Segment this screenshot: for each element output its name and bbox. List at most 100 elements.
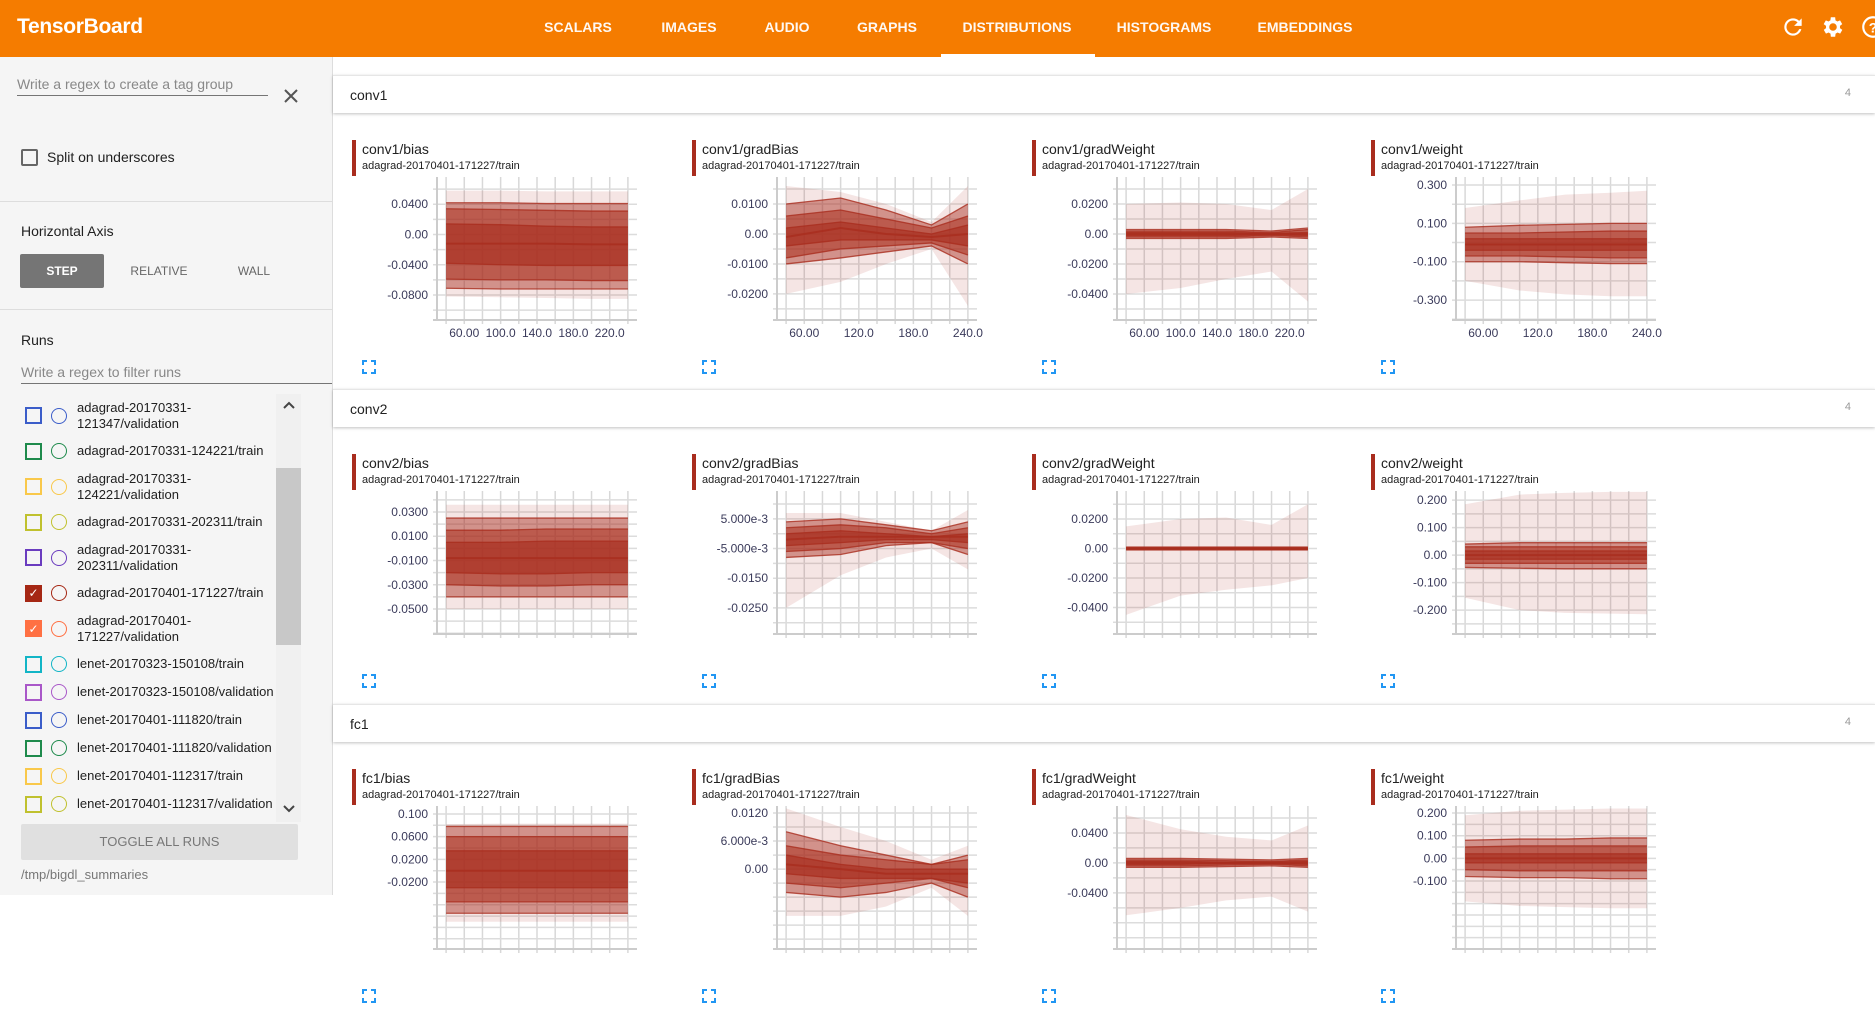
split-underscores-checkbox[interactable] — [21, 149, 38, 166]
x-tick-label: 240.0 — [1632, 326, 1662, 340]
run-checkbox[interactable] — [25, 443, 42, 460]
x-tick-label: 100.0 — [486, 326, 516, 340]
run-label: adagrad-20170401-171227/train — [77, 585, 276, 601]
run-item[interactable]: lenet-20170323-150108/validation — [0, 678, 276, 706]
run-radio[interactable] — [51, 621, 67, 637]
tab-embeddings[interactable]: EMBEDDINGS — [1258, 19, 1353, 35]
y-tick-label: 0.100 — [1417, 829, 1447, 843]
expand-icon[interactable] — [362, 989, 376, 1003]
tab-distributions[interactable]: DISTRIBUTIONS — [963, 19, 1072, 35]
expand-icon[interactable] — [1381, 674, 1395, 688]
run-checkbox[interactable] — [25, 407, 42, 424]
y-tick-label: -0.0400 — [1067, 287, 1108, 301]
run-radio[interactable] — [51, 712, 67, 728]
run-checkbox[interactable] — [25, 549, 42, 566]
section-title: fc1 — [350, 716, 369, 732]
settings-icon[interactable] — [1820, 14, 1846, 40]
run-checkbox[interactable] — [25, 768, 42, 785]
run-item[interactable]: lenet-20170401-112317/validation — [0, 790, 276, 818]
run-checkbox[interactable]: ✓ — [25, 620, 42, 637]
tag-group-regex-input[interactable]: Write a regex to create a tag group — [17, 76, 268, 96]
run-radio[interactable] — [51, 768, 67, 784]
expand-icon[interactable] — [1381, 989, 1395, 1003]
distribution-card: fc1/weight adagrad-20170401-171227/train… — [1371, 769, 1701, 1009]
expand-icon[interactable] — [1042, 360, 1056, 374]
y-tick-label: -0.200 — [1413, 603, 1447, 617]
y-tick-label: 0.00 — [1085, 227, 1109, 241]
run-item[interactable]: lenet-20170323-150108/train — [0, 650, 276, 678]
run-checkbox[interactable] — [25, 796, 42, 813]
run-radio[interactable] — [51, 684, 67, 700]
scrollbar-thumb[interactable] — [276, 468, 301, 645]
run-item[interactable]: lenet-20170401-112317/train — [0, 762, 276, 790]
run-radio[interactable] — [51, 479, 67, 495]
run-radio[interactable] — [51, 796, 67, 812]
run-checkbox[interactable] — [25, 712, 42, 729]
app-title: TensorBoard — [17, 15, 143, 39]
run-label: lenet-20170401-112317/train — [77, 768, 276, 784]
runs-filter-input[interactable]: Write a regex to filter runs — [21, 364, 332, 384]
run-item[interactable]: adagrad-20170331-202311/train — [0, 508, 276, 536]
help-icon[interactable]: ? — [1860, 14, 1875, 40]
expand-icon[interactable] — [1042, 989, 1056, 1003]
run-item[interactable]: ✓adagrad-20170401-171227/validation — [0, 607, 276, 650]
percentile-line-7% — [446, 288, 628, 289]
run-radio[interactable] — [51, 585, 67, 601]
x-tick-label: 180.0 — [558, 326, 588, 340]
run-radio[interactable] — [51, 514, 67, 530]
distribution-card: fc1/bias adagrad-20170401-171227/train 0… — [352, 769, 682, 1009]
y-tick-label: 0.0400 — [391, 197, 428, 211]
run-item[interactable]: lenet-20170401-111820/train — [0, 706, 276, 734]
run-radio[interactable] — [51, 550, 67, 566]
y-tick-label: -0.0200 — [1067, 571, 1108, 585]
wall-button[interactable]: WALL — [214, 254, 294, 288]
run-item[interactable]: ✓ adagrad-20170401-171227/train — [0, 579, 276, 607]
tab-graphs[interactable]: GRAPHS — [857, 19, 917, 35]
split-underscores-label: Split on underscores — [47, 149, 175, 165]
run-radio[interactable] — [51, 740, 67, 756]
close-icon[interactable] — [282, 87, 300, 105]
run-item[interactable]: adagrad-20170331-124221/validation — [0, 465, 276, 508]
run-checkbox[interactable] — [25, 478, 42, 495]
scroll-up-icon[interactable] — [282, 400, 296, 410]
expand-icon[interactable] — [702, 360, 716, 374]
tab-scalars[interactable]: SCALARS — [544, 19, 612, 35]
run-checkbox[interactable]: ✓ — [25, 585, 42, 602]
scroll-down-icon[interactable] — [282, 804, 296, 814]
y-tick-label: 0.0600 — [391, 830, 428, 844]
runs-scrollbar[interactable] — [276, 394, 301, 822]
distribution-card: conv2/bias adagrad-20170401-171227/train… — [352, 454, 682, 694]
expand-icon[interactable] — [702, 989, 716, 1003]
expand-icon[interactable] — [1381, 360, 1395, 374]
expand-icon[interactable] — [702, 674, 716, 688]
expand-icon[interactable] — [362, 674, 376, 688]
tab-images[interactable]: IMAGES — [661, 19, 716, 35]
tab-audio[interactable]: AUDIO — [764, 19, 809, 35]
run-item[interactable]: adagrad-20170331-202311/validation — [0, 536, 276, 579]
run-radio[interactable] — [51, 408, 67, 424]
expand-icon[interactable] — [1042, 674, 1056, 688]
run-item[interactable]: adagrad-20170331-124221/train — [0, 437, 276, 465]
run-radio[interactable] — [51, 443, 67, 459]
y-tick-label: 6.000e-3 — [721, 834, 769, 848]
run-item[interactable]: adagrad-20170331-121347/validation — [0, 394, 276, 437]
run-label: adagrad-20170331-202311/validation — [77, 542, 276, 574]
run-item[interactable]: lenet-20170401-111820/validation — [0, 734, 276, 762]
step-button[interactable]: STEP — [20, 254, 104, 288]
run-checkbox[interactable] — [25, 684, 42, 701]
y-tick-label: -0.0400 — [1067, 600, 1108, 614]
run-checkbox[interactable] — [25, 656, 42, 673]
toggle-all-runs-button[interactable]: TOGGLE ALL RUNS — [21, 824, 298, 860]
run-checkbox[interactable] — [25, 514, 42, 531]
run-checkbox[interactable] — [25, 740, 42, 757]
relative-button[interactable]: RELATIVE — [115, 254, 203, 288]
refresh-icon[interactable] — [1780, 14, 1806, 40]
run-radio[interactable] — [51, 656, 67, 672]
tab-histograms[interactable]: HISTOGRAMS — [1117, 19, 1212, 35]
distribution-card: conv1/gradBias adagrad-20170401-171227/t… — [692, 140, 1022, 380]
expand-icon[interactable] — [362, 360, 376, 374]
